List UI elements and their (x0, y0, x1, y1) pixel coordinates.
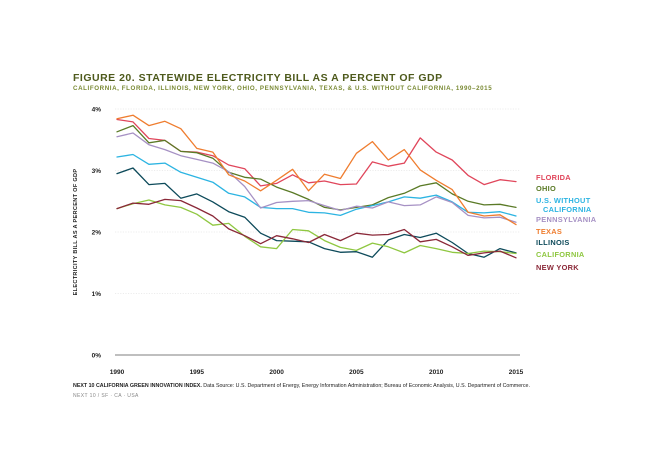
legend-item: TEXAS (536, 227, 562, 236)
series-line-ohio (116, 124, 517, 211)
legend-item: CALIFORNIA (536, 250, 585, 259)
y-tick-label: 2% (92, 230, 102, 237)
series-line-texas (116, 114, 517, 226)
legend-item-line2: CALIFORNIA (543, 205, 592, 214)
series-line-california (116, 199, 517, 255)
series-lines (116, 114, 517, 259)
source-note: NEXT 10 CALIFORNIA GREEN INNOVATION INDE… (73, 383, 530, 389)
series-line-u-s-without-california (116, 153, 517, 217)
source-text: Data Source: U.S. Department of Energy, … (201, 383, 530, 389)
y-axis-label: ELECTRICITY BILL AS A PERCENT OF GDP (73, 169, 79, 296)
y-axis-ticks: 0% 1% 2% 3% 4% (92, 107, 102, 360)
series-line-pennsylvania (116, 132, 517, 223)
series-line-florida (116, 118, 517, 187)
y-tick-label: 3% (92, 168, 102, 175)
series-line-illinois (116, 167, 517, 258)
x-tick-label: 1990 (110, 369, 125, 376)
series-line-new-york (116, 198, 517, 259)
x-tick-label: 2005 (349, 369, 364, 376)
x-tick-label: 1995 (190, 369, 205, 376)
figure-subtitle: CALIFORNIA, FLORIDA, ILLINOIS, NEW YORK,… (73, 85, 493, 92)
footer-text: NEXT 10 / SF · CA · USA (73, 393, 139, 399)
y-tick-label: 0% (92, 353, 102, 360)
x-tick-label: 2010 (429, 369, 444, 376)
y-tick-label: 1% (92, 291, 102, 298)
figure-title: FIGURE 20. STATEWIDE ELECTRICITY BILL AS… (73, 72, 443, 84)
legend-item: ILLINOIS (536, 238, 570, 247)
y-tick-label: 4% (92, 107, 102, 114)
x-tick-label: 2000 (269, 369, 284, 376)
source-prefix: NEXT 10 CALIFORNIA GREEN INNOVATION INDE… (73, 383, 202, 389)
legend-item: PENNSYLVANIA (536, 215, 597, 224)
legend-item: U.S. WITHOUT (536, 196, 591, 205)
grid-lines (115, 108, 520, 356)
legend-item: OHIO (536, 184, 556, 193)
x-tick-label: 2015 (509, 369, 524, 376)
legend-item: FLORIDA (536, 173, 571, 182)
x-axis-ticks: 1990 1995 2000 2005 2010 2015 (110, 369, 524, 376)
legend-item: NEW YORK (536, 263, 579, 272)
